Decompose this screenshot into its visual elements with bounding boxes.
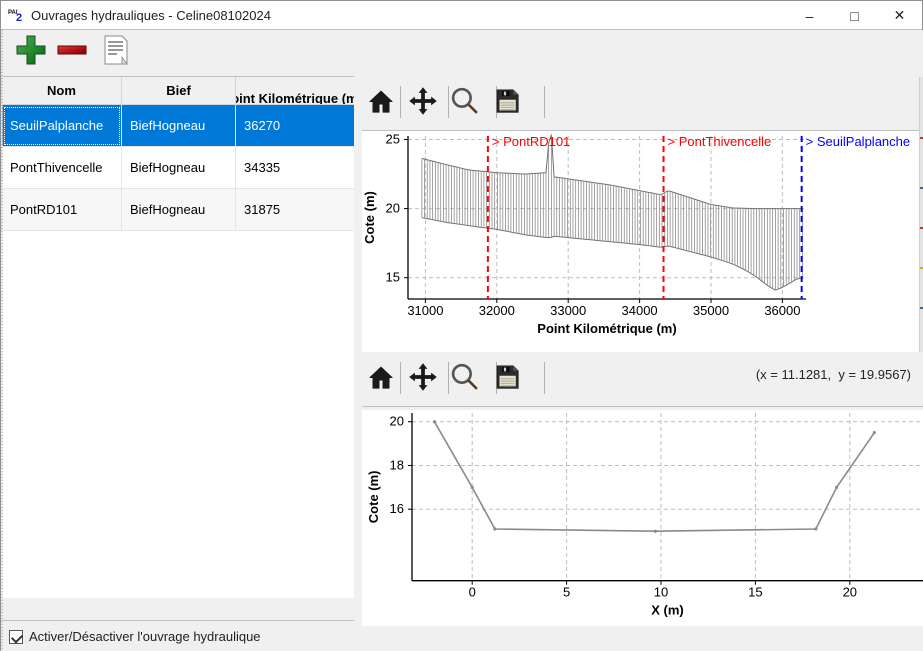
svg-text:> PontThivencelle: > PontThivencelle [668, 134, 772, 149]
svg-text:33000: 33000 [550, 303, 586, 318]
svg-text:5: 5 [563, 585, 570, 600]
svg-text:> SeuilPalplanche: > SeuilPalplanche [806, 134, 910, 149]
svg-text:36000: 36000 [764, 303, 800, 318]
svg-text:31000: 31000 [407, 303, 443, 318]
svg-text:10: 10 [654, 585, 668, 600]
svg-text:34000: 34000 [622, 303, 658, 318]
svg-text:35000: 35000 [693, 303, 729, 318]
svg-text:> PontRD101: > PontRD101 [492, 134, 570, 149]
svg-text:20: 20 [386, 201, 400, 216]
svg-text:18: 18 [390, 458, 404, 473]
svg-text:X (m): X (m) [651, 603, 684, 618]
svg-text:Cote (m): Cote (m) [366, 470, 381, 523]
svg-text:20: 20 [843, 585, 857, 600]
svg-text:2: 2 [16, 12, 22, 24]
svg-text:16: 16 [390, 501, 404, 516]
svg-text:25: 25 [386, 132, 400, 147]
svg-text:Point Kilométrique (m): Point Kilométrique (m) [537, 321, 676, 336]
svg-text:0: 0 [469, 585, 476, 600]
svg-text:15: 15 [386, 270, 400, 285]
svg-text:32000: 32000 [479, 303, 515, 318]
svg-text:15: 15 [748, 585, 762, 600]
svg-text:Cote (m): Cote (m) [362, 191, 377, 244]
svg-text:20: 20 [390, 414, 404, 429]
